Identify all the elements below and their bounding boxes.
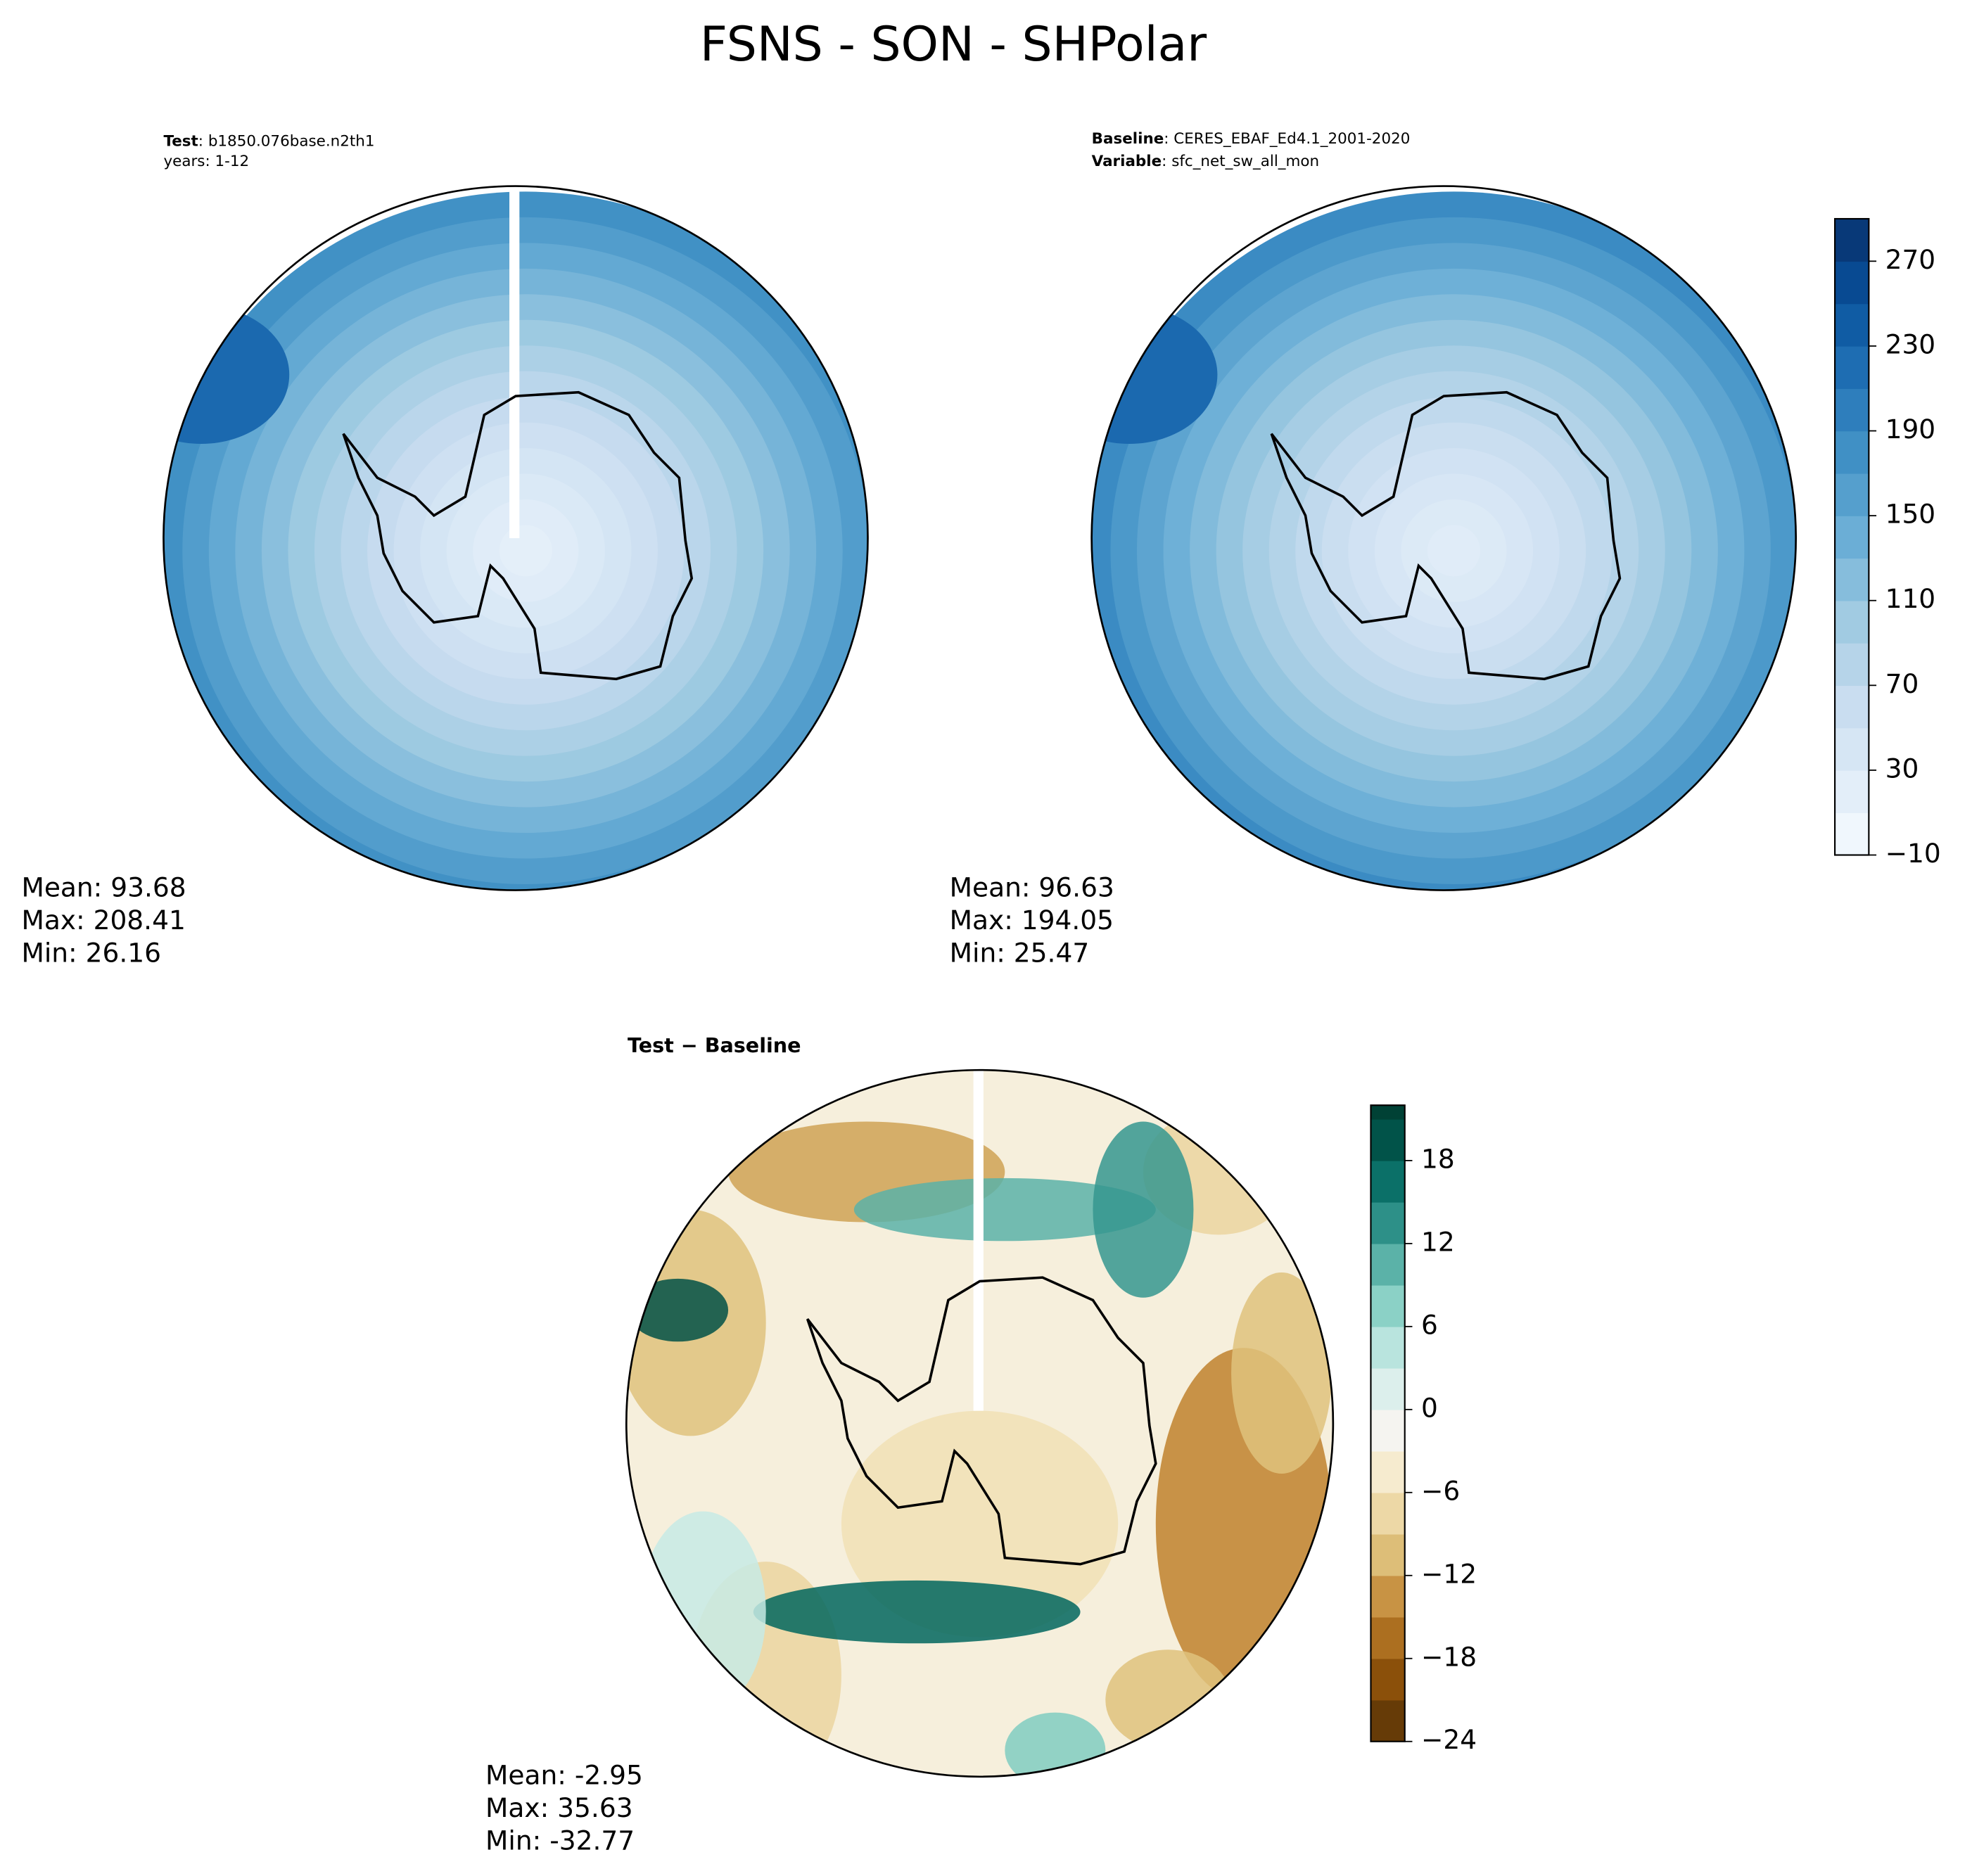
colorbar-tick-label: 70 xyxy=(1885,668,1919,699)
colorbar-band xyxy=(1370,1699,1405,1742)
panel-label: Variable: sfc_net_sw_all_mon xyxy=(1092,153,1319,170)
figure-title: FSNS - SON - SHPolar xyxy=(700,17,1207,72)
map-boundary xyxy=(163,185,869,891)
panel-label: Test − Baseline xyxy=(628,1033,801,1057)
map-band xyxy=(1091,305,1218,444)
colorbar: −10 30 70 110 150 190 230 270 xyxy=(1834,217,1941,869)
colorbar-band xyxy=(1370,1105,1405,1120)
colorbar-tick-label: −12 xyxy=(1421,1558,1477,1589)
colorbar-band xyxy=(1835,685,1869,729)
colorbar-band xyxy=(1370,1243,1405,1286)
colorbar-tick-label: −10 xyxy=(1885,838,1941,869)
colorbar-frame xyxy=(1370,1104,1406,1742)
stat: Mean: -2.95 xyxy=(485,1760,643,1791)
colorbar-band xyxy=(1835,516,1869,559)
missing-strip xyxy=(973,1070,984,1411)
colorbar-tick-label: 30 xyxy=(1885,753,1919,784)
label-key: Test xyxy=(163,132,198,150)
colorbar-band xyxy=(1835,643,1869,687)
map-anomaly xyxy=(1231,1272,1332,1474)
colorbar-band xyxy=(1370,1118,1405,1161)
stat: Min: 26.16 xyxy=(21,937,161,968)
colorbar-band xyxy=(1835,770,1869,813)
colorbar-band xyxy=(1370,1658,1405,1701)
colorbar-frame xyxy=(1834,217,1870,856)
stat: Mean: 96.63 xyxy=(950,872,1114,903)
colorbar-band xyxy=(1835,600,1869,644)
colorbar-tick-label: 12 xyxy=(1421,1226,1455,1257)
map xyxy=(626,1070,1333,1777)
label-text: : b1850.076base.n2th1 xyxy=(198,132,375,150)
map-anomaly xyxy=(753,1580,1081,1644)
colorbar-band xyxy=(1370,1367,1405,1410)
colorbar-band xyxy=(1835,345,1869,389)
colorbar-band xyxy=(1835,303,1869,347)
colorbar-band xyxy=(1835,261,1869,305)
map-anomaly xyxy=(853,1178,1156,1242)
colorbar-band xyxy=(1835,388,1869,432)
colorbar-band xyxy=(1370,1201,1405,1244)
colorbar-band xyxy=(1370,1409,1405,1452)
label-text: : CERES_EBAF_Ed4.1_2001-2020 xyxy=(1164,130,1410,148)
colorbar-tick-label: 230 xyxy=(1885,328,1936,359)
colorbar-band xyxy=(1370,1450,1405,1493)
colorbar-tick-label: 150 xyxy=(1885,499,1936,530)
colorbar-tick-label: −6 xyxy=(1421,1475,1460,1506)
stat: Min: -32.77 xyxy=(485,1825,635,1856)
panel-label: Baseline: CERES_EBAF_Ed4.1_2001-2020 xyxy=(1092,130,1411,148)
stat: Mean: 93.68 xyxy=(21,872,186,903)
colorbar-tick-label: −24 xyxy=(1421,1724,1477,1755)
panel-label: Test: b1850.076base.n2th1 xyxy=(163,132,374,150)
map-anomaly xyxy=(1093,1121,1194,1298)
colorbar-tick-label: 0 xyxy=(1421,1392,1438,1423)
colorbar-band xyxy=(1370,1284,1405,1327)
colorbar-band xyxy=(1370,1575,1405,1618)
stat: Min: 25.47 xyxy=(950,937,1090,968)
map-anomaly xyxy=(640,1511,766,1713)
colorbar-tick-label: 6 xyxy=(1421,1309,1438,1340)
missing-strip xyxy=(509,186,520,539)
colorbar-band xyxy=(1370,1492,1405,1535)
colorbar: −24 −18 −12 −6 0 6 12 18 xyxy=(1370,1104,1477,1755)
colorbar-tick-label: 270 xyxy=(1885,244,1936,275)
maps xyxy=(163,185,1798,1778)
map-anomaly xyxy=(1005,1712,1106,1777)
stat: Max: 208.41 xyxy=(21,905,185,936)
colorbar-band xyxy=(1835,812,1869,856)
colorbar-band xyxy=(1835,430,1869,474)
map-boundary xyxy=(625,1068,1335,1778)
map-boundary xyxy=(1090,185,1798,891)
map-band xyxy=(499,525,552,577)
colorbar-tick-label: 190 xyxy=(1885,414,1936,445)
stat: Max: 194.05 xyxy=(950,905,1114,936)
map xyxy=(163,186,868,891)
label-key: Baseline xyxy=(1092,130,1164,148)
map xyxy=(1091,191,1796,891)
map-band xyxy=(163,305,290,444)
label-key: Variable xyxy=(1092,153,1162,170)
map-anomaly xyxy=(1105,1650,1232,1751)
colorbar-band xyxy=(1370,1616,1405,1659)
colorbar-tick-label: −18 xyxy=(1421,1641,1477,1672)
colorbar-band xyxy=(1370,1326,1405,1369)
colorbar-band xyxy=(1835,558,1869,601)
colorbar-band xyxy=(1835,473,1869,516)
stat: Max: 35.63 xyxy=(485,1792,633,1823)
colorbar-band xyxy=(1835,727,1869,771)
colorbar-band xyxy=(1835,219,1869,262)
colorbar-tick-label: 18 xyxy=(1421,1143,1455,1174)
colorbar-band xyxy=(1370,1533,1405,1576)
map-band xyxy=(1427,525,1481,577)
panel-label: years: 1-12 xyxy=(163,153,249,170)
map-anomaly xyxy=(628,1278,729,1342)
colorbar-band xyxy=(1370,1160,1405,1203)
label-text: : sfc_net_sw_all_mon xyxy=(1162,153,1319,170)
colorbar-tick-label: 110 xyxy=(1885,583,1936,614)
map-anomaly xyxy=(841,1410,1119,1638)
